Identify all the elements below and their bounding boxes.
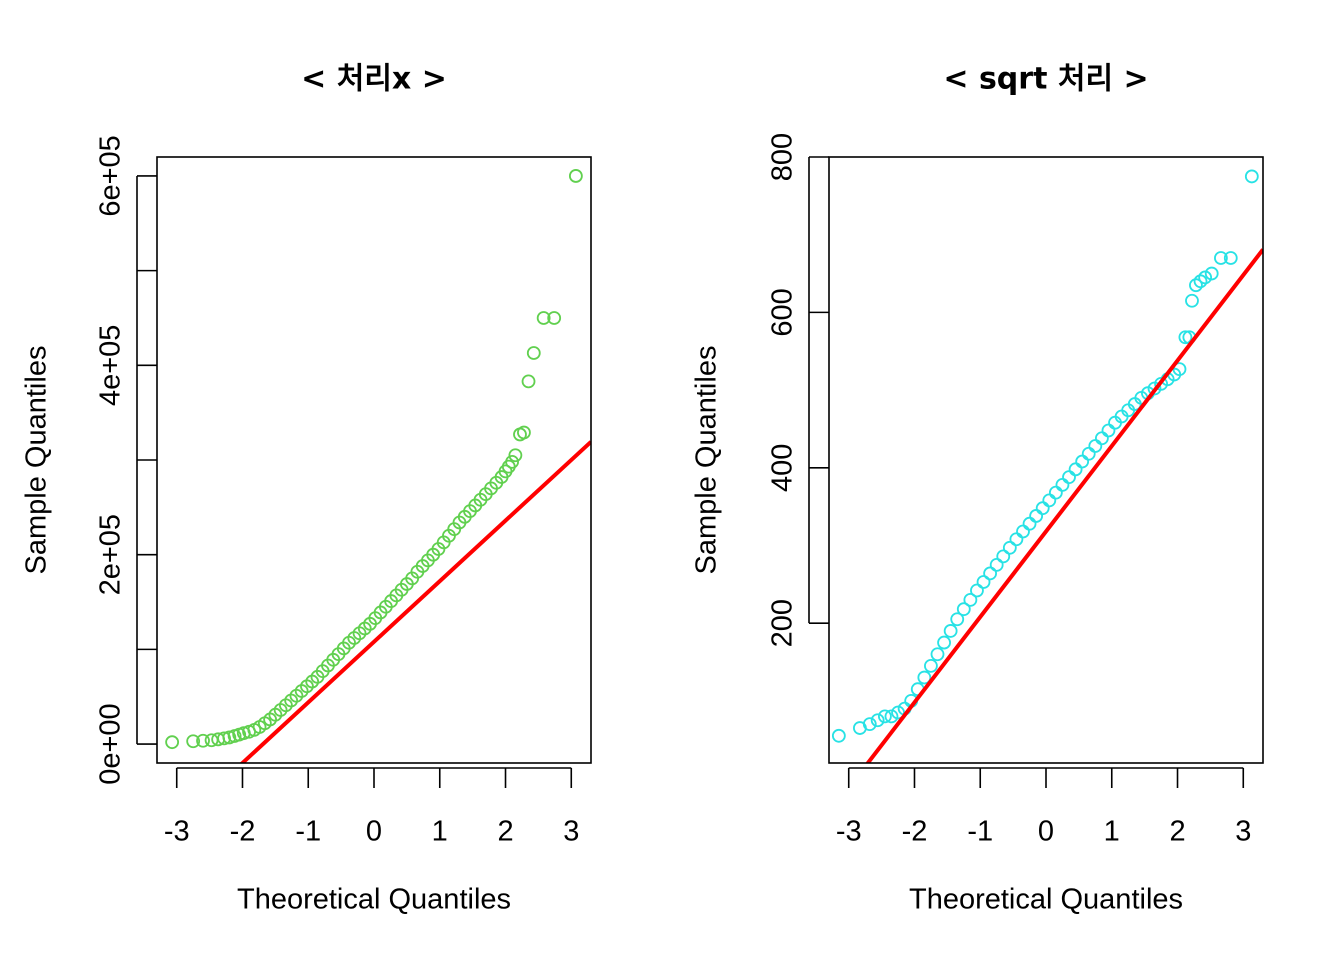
data-point xyxy=(1244,169,1259,184)
data-point xyxy=(877,709,892,724)
y-tick-label: 200 xyxy=(767,599,799,647)
data-point xyxy=(1204,266,1219,281)
y-tick-label: 2e+05 xyxy=(95,514,127,595)
x-tick-label: 3 xyxy=(563,816,579,848)
data-point xyxy=(1178,330,1193,345)
data-point xyxy=(1029,509,1044,523)
data-point xyxy=(976,575,991,589)
data-point xyxy=(1185,293,1199,308)
x-tick-label: 0 xyxy=(366,816,382,848)
data-point xyxy=(930,647,945,662)
data-point xyxy=(1189,278,1203,293)
qq-reference-line xyxy=(239,440,591,763)
x-tick-label: 0 xyxy=(1038,816,1054,848)
data-point xyxy=(996,549,1011,564)
data-point xyxy=(1198,270,1213,285)
data-point xyxy=(1081,446,1096,461)
data-point xyxy=(1068,462,1083,477)
data-point xyxy=(521,374,536,389)
x-tick-label: 3 xyxy=(1235,816,1251,848)
x-tick-label: -3 xyxy=(164,816,190,848)
data-point xyxy=(1214,251,1228,265)
data-point xyxy=(917,670,932,685)
qq-reference-line xyxy=(865,248,1263,763)
data-point xyxy=(891,705,905,720)
data-point xyxy=(1094,431,1109,446)
chart-title: < 처리x > xyxy=(301,62,447,97)
data-point xyxy=(517,425,531,440)
data-point xyxy=(983,566,998,581)
data-point xyxy=(1062,470,1076,484)
data-point xyxy=(1055,477,1070,492)
data-point xyxy=(963,592,978,607)
plot-frame xyxy=(828,156,1264,764)
data-point xyxy=(1048,485,1063,500)
y-tick-label: 400 xyxy=(767,444,799,492)
plot-frame xyxy=(156,156,592,764)
y-tick-label: 600 xyxy=(767,288,799,336)
data-points xyxy=(165,169,583,750)
data-point xyxy=(950,612,965,627)
x-tick-label: 2 xyxy=(497,816,513,848)
x-tick-label: -1 xyxy=(295,816,321,848)
data-point xyxy=(943,624,958,638)
x-tick-label: -2 xyxy=(230,816,256,848)
data-point xyxy=(196,733,210,748)
data-point xyxy=(217,731,231,746)
data-point xyxy=(536,311,551,325)
data-point xyxy=(1002,540,1017,555)
data-point xyxy=(956,602,971,617)
data-point xyxy=(186,734,201,749)
x-axis-label: Theoretical Quantiles xyxy=(237,884,511,916)
y-axis-label: Sample Quantiles xyxy=(691,346,723,575)
data-point xyxy=(1022,516,1037,531)
data-point xyxy=(1009,532,1024,547)
data-point xyxy=(222,730,237,745)
y-axis-label: Sample Quantiles xyxy=(21,346,53,575)
data-point xyxy=(1075,454,1090,469)
data-point xyxy=(1172,362,1187,377)
data-point xyxy=(547,311,562,325)
data-points xyxy=(831,169,1259,743)
x-tick-label: 2 xyxy=(1169,816,1185,848)
x-axis-label: Theoretical Quantiles xyxy=(909,884,1183,916)
x-tick-label: -1 xyxy=(967,816,993,848)
data-point xyxy=(1035,501,1050,516)
data-point xyxy=(1016,524,1030,539)
data-point xyxy=(1193,274,1208,289)
data-point xyxy=(937,635,951,650)
data-point xyxy=(1101,423,1116,438)
x-tick-label: 1 xyxy=(432,816,448,848)
data-point xyxy=(1042,493,1057,508)
data-point xyxy=(508,448,523,463)
data-point xyxy=(884,709,899,724)
y-tick-label: 0e+00 xyxy=(95,703,127,784)
data-point xyxy=(924,658,938,673)
data-point xyxy=(970,583,984,598)
data-point xyxy=(989,557,1004,572)
x-tick-label: -3 xyxy=(836,816,862,848)
qq-plot-sqrt: < sqrt 처리 > -3 -2 -1 0 1 2 3 200 400 600 800 Theoret… xyxy=(691,62,1264,916)
data-point xyxy=(505,454,519,469)
data-point xyxy=(568,169,583,183)
x-tick-label: 1 xyxy=(1104,816,1120,848)
data-point xyxy=(165,735,180,750)
data-point xyxy=(870,713,885,728)
data-point xyxy=(1088,439,1103,453)
data-point xyxy=(1223,251,1238,265)
data-point xyxy=(862,717,877,732)
y-tick-label: 4e+05 xyxy=(95,325,127,406)
data-point xyxy=(831,728,846,743)
chart-title: < sqrt 처리 > xyxy=(943,62,1148,97)
x-tick-label: -2 xyxy=(902,816,928,848)
qq-plot-raw: < 처리x > -3 -2 -1 0 1 2 3 0e+00 2e+05 4e+05 6e+05 The… xyxy=(21,62,592,916)
y-tick-label: 6e+05 xyxy=(95,135,127,216)
data-point xyxy=(526,346,541,360)
y-tick-label: 800 xyxy=(767,133,799,181)
